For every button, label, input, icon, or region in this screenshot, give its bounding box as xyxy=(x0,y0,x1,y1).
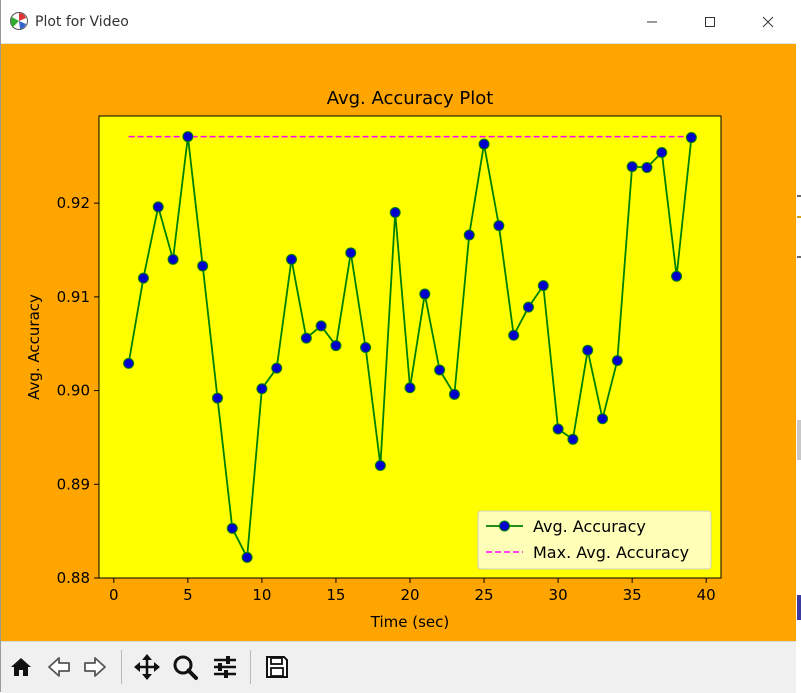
background-mark xyxy=(797,216,801,218)
zoom-button[interactable] xyxy=(169,651,201,683)
data-point xyxy=(271,362,283,374)
legend-accuracy-marker xyxy=(499,520,510,532)
x-tick-label: 15 xyxy=(326,586,345,604)
data-point xyxy=(463,229,475,241)
close-button[interactable] xyxy=(739,0,797,43)
configure-subplots-button[interactable] xyxy=(209,651,241,683)
x-tick-label: 20 xyxy=(400,586,419,604)
data-point xyxy=(123,357,135,369)
window-title: Plot for Video xyxy=(35,14,129,30)
data-point xyxy=(419,288,431,300)
data-point xyxy=(656,147,668,159)
x-tick-label: 0 xyxy=(109,586,119,604)
data-point xyxy=(167,253,179,265)
axes-frame xyxy=(98,115,722,579)
data-point xyxy=(137,272,149,284)
minimize-icon xyxy=(647,21,657,22)
data-point xyxy=(389,207,401,219)
data-point xyxy=(404,382,416,394)
save-icon xyxy=(266,656,288,678)
toolbar-separator xyxy=(250,650,251,684)
data-point xyxy=(345,247,357,259)
back-icon xyxy=(48,657,70,677)
data-point xyxy=(448,388,460,400)
data-point xyxy=(552,423,564,435)
background-mark xyxy=(797,195,801,197)
x-tick-label: 5 xyxy=(183,586,193,604)
legend-label-accuracy: Avg. Accuracy xyxy=(533,517,646,536)
data-point xyxy=(685,132,697,144)
x-tick-label: 25 xyxy=(475,586,494,604)
data-point xyxy=(597,413,609,425)
minimize-button[interactable] xyxy=(623,0,681,43)
data-point xyxy=(567,433,579,445)
data-point xyxy=(626,161,638,173)
x-tick-label: 30 xyxy=(549,586,568,604)
forward-button[interactable] xyxy=(79,651,111,683)
background-mark xyxy=(797,595,801,620)
data-point xyxy=(374,460,386,472)
data-point xyxy=(300,332,312,344)
data-point xyxy=(537,280,549,292)
legend-box xyxy=(477,510,712,570)
home-button[interactable] xyxy=(5,651,37,683)
configure-icon xyxy=(214,656,236,678)
y-tick-label: 0.89 xyxy=(57,475,90,493)
x-tick-label: 10 xyxy=(252,586,271,604)
data-point xyxy=(360,341,372,353)
forward-icon xyxy=(84,657,106,677)
data-point xyxy=(286,253,298,265)
data-point xyxy=(522,301,534,313)
data-point xyxy=(434,364,446,376)
data-point xyxy=(182,131,194,143)
app-icon xyxy=(10,12,28,30)
x-axis-label: Time (sec) xyxy=(370,613,449,631)
y-tick-label: 0.90 xyxy=(57,382,90,400)
data-point xyxy=(582,344,594,356)
figure-canvas[interactable]: Avg. Accuracy Plot Time (sec) Avg. Accurac… xyxy=(1,44,796,641)
data-point xyxy=(197,260,209,272)
y-axis-label: Avg. Accuracy xyxy=(25,294,43,400)
home-icon xyxy=(11,658,31,676)
background-window-edge xyxy=(796,0,801,692)
pan-icon xyxy=(134,654,160,680)
background-mark xyxy=(797,420,801,460)
data-point xyxy=(330,340,342,352)
data-point xyxy=(152,201,164,213)
y-tick-label: 0.92 xyxy=(57,194,90,212)
legend-label-max: Max. Avg. Accuracy xyxy=(533,543,689,562)
data-point xyxy=(641,162,653,174)
title-bar[interactable]: Plot for Video xyxy=(1,0,796,44)
data-point xyxy=(256,383,268,395)
save-button[interactable] xyxy=(261,651,293,683)
x-tick-label: 35 xyxy=(623,586,642,604)
zoom-icon xyxy=(173,655,198,680)
background-mark xyxy=(797,256,801,258)
data-point xyxy=(508,329,520,341)
maximize-icon xyxy=(705,16,715,27)
y-tick-label: 0.91 xyxy=(57,288,90,306)
data-point xyxy=(493,220,505,232)
back-button[interactable] xyxy=(43,651,75,683)
x-tick-label: 40 xyxy=(697,586,716,604)
maximize-button[interactable] xyxy=(681,0,739,43)
axes-background xyxy=(99,116,721,578)
data-point xyxy=(211,392,223,404)
close-icon xyxy=(762,16,774,27)
chart: Avg. Accuracy Plot Time (sec) Avg. Accurac… xyxy=(25,88,722,631)
pan-button[interactable] xyxy=(131,651,163,683)
data-point xyxy=(611,355,623,367)
data-point xyxy=(315,320,327,332)
toolbar-separator xyxy=(121,650,122,684)
y-tick-label: 0.88 xyxy=(57,569,90,587)
data-point xyxy=(671,270,683,282)
data-point xyxy=(241,551,253,563)
chart-title: Avg. Accuracy Plot xyxy=(327,88,494,109)
navigation-toolbar xyxy=(1,641,796,693)
data-point xyxy=(478,138,490,150)
data-point xyxy=(226,522,238,534)
